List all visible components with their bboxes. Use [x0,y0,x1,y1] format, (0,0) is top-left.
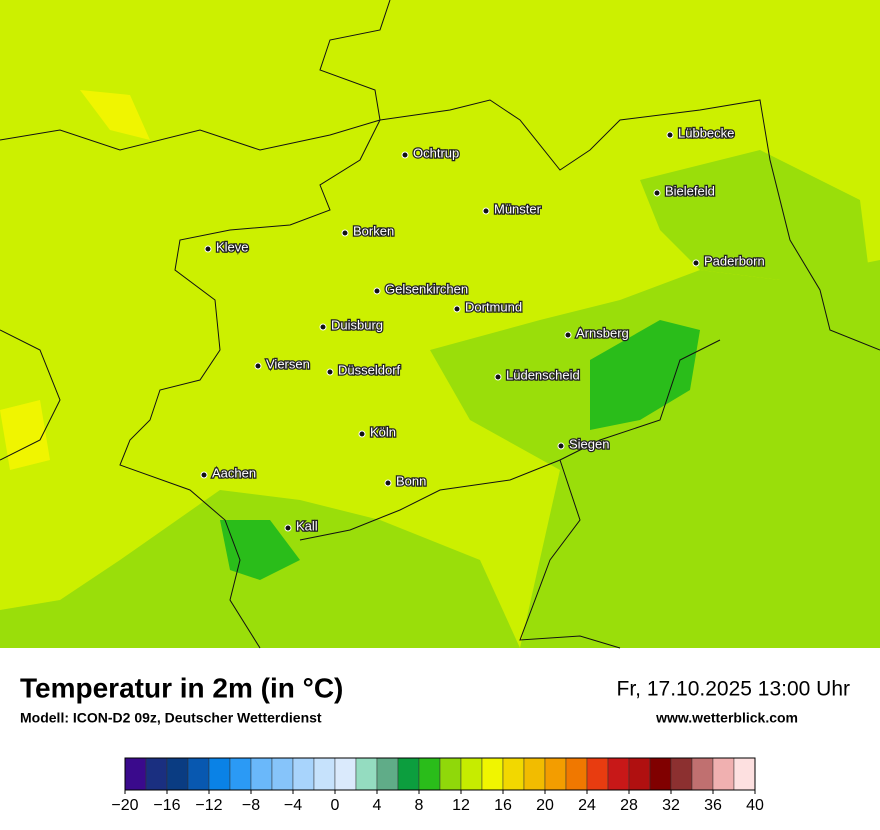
colorbar-tick-label: −4 [284,797,302,814]
city-dot [284,524,292,532]
colorbar-tick-label: 20 [536,797,554,814]
colorbar-tick-label: −20 [111,797,138,814]
colorbar-tick-label: 24 [578,797,596,814]
city-label: Lübbecke [678,125,734,140]
datetime: Fr, 17.10.2025 13:00 Uhr [617,678,851,701]
colorbar-segment [313,757,336,791]
city-label: Kall [296,518,318,533]
city-dot [200,471,208,479]
city-dot [564,331,572,339]
city-dot [358,430,366,438]
cool-zone [0,90,150,470]
city-label: Gelsenkirchen [385,281,468,296]
colorbar-tick-label: 0 [331,797,340,814]
colorbar-segment [481,757,504,791]
colorbar-segment [502,757,525,791]
city-label: Münster [494,201,542,216]
warmer-zone [590,320,700,430]
colorbar-segment [376,757,399,791]
city-dot [653,189,661,197]
colorbar-segment [691,757,714,791]
colorbar-segment [208,757,231,791]
colorbar-segment [733,757,756,791]
city-dot [254,362,262,370]
colorbar-tick-label: −16 [153,797,180,814]
colorbar-segment [565,757,588,791]
colorbar-segment [712,757,735,791]
colorbar-segment [292,757,315,791]
colorbar-segment [250,757,273,791]
colorbar-tick-label: 36 [704,797,722,814]
city-label: Arnsberg [576,325,629,340]
city-dot [482,207,490,215]
city-dot [494,373,502,381]
warm-zone [640,150,870,280]
city-dot [341,229,349,237]
city-label: Duisburg [331,317,383,332]
city-label: Lüdenscheid [506,367,580,382]
colorbar-segment [418,757,441,791]
colorbar-segment [124,757,147,791]
city-dot [326,368,334,376]
colorbar-segment [628,757,651,791]
city-dot [453,305,461,313]
city-label: Bielefeld [665,183,715,198]
city-dot [557,442,565,450]
colorbar-segment [649,757,672,791]
city-label: Dortmund [465,299,522,314]
city-label: Kleve [216,239,249,254]
city-dot [319,323,327,331]
city-dot [384,479,392,487]
colorbar-segment [271,757,294,791]
colorbar-segment [355,757,378,791]
website: www.wetterblick.com [655,710,798,726]
colorbar-segment [544,757,567,791]
city-label: Paderborn [704,253,765,268]
colorbar-segment [670,757,693,791]
colorbar-segment [397,757,420,791]
colorbar-tick-label: 40 [746,797,764,814]
city-layer: Lübbecke Ochtrup Bielefeld Münster Borken Kle… [200,124,766,535]
city-label: Borken [353,223,394,238]
city-label: Aachen [212,465,256,480]
city-dot [692,259,700,267]
colorbar-segment [334,757,357,791]
colorbar-segment [166,757,189,791]
map: Lübbecke Ochtrup Bielefeld Münster Borken Kle… [0,0,880,649]
colorbar-tick-label: 4 [373,797,382,814]
colorbar-tick-label: −8 [242,797,260,814]
colorbar-tick-label: 12 [452,797,470,814]
borders [0,0,880,649]
colorbar-frame [124,757,756,791]
warmer-zone [220,520,300,580]
colorbar-tick-label: 8 [415,797,424,814]
colorbar-tick-label: −12 [195,797,222,814]
title: Temperatur in 2m (in °C) [20,672,343,703]
city-dot [373,287,381,295]
city-label: Viersen [266,356,310,371]
colorbar-segment [229,757,252,791]
city-dot [401,151,409,159]
city-label: Düsseldorf [338,362,401,377]
colorbar-tick-label: 16 [494,797,512,814]
colorbar-tick-label: 32 [662,797,680,814]
colorbar-segment [460,757,483,791]
colorbar-tick-label: 28 [620,797,638,814]
colorbar-segment [586,757,609,791]
colorbar-segment [439,757,462,791]
colorbar-segment [187,757,210,791]
city-dot [204,245,212,253]
model-info: Modell: ICON-D2 09z, Deutscher Wetterdie… [20,710,322,726]
city-dot [666,131,674,139]
colorbar-segment [607,757,630,791]
colorbar: −20 −16 −12 −8 −4 0 4 8 12 16 20 24 28 32 36 40 [111,757,764,814]
colorbar-segment [523,757,546,791]
city-label: Bonn [396,473,426,488]
colorbar-segment [145,757,168,791]
city-label: Siegen [569,436,609,451]
city-label: Köln [370,424,396,439]
city-label: Ochtrup [413,145,459,160]
